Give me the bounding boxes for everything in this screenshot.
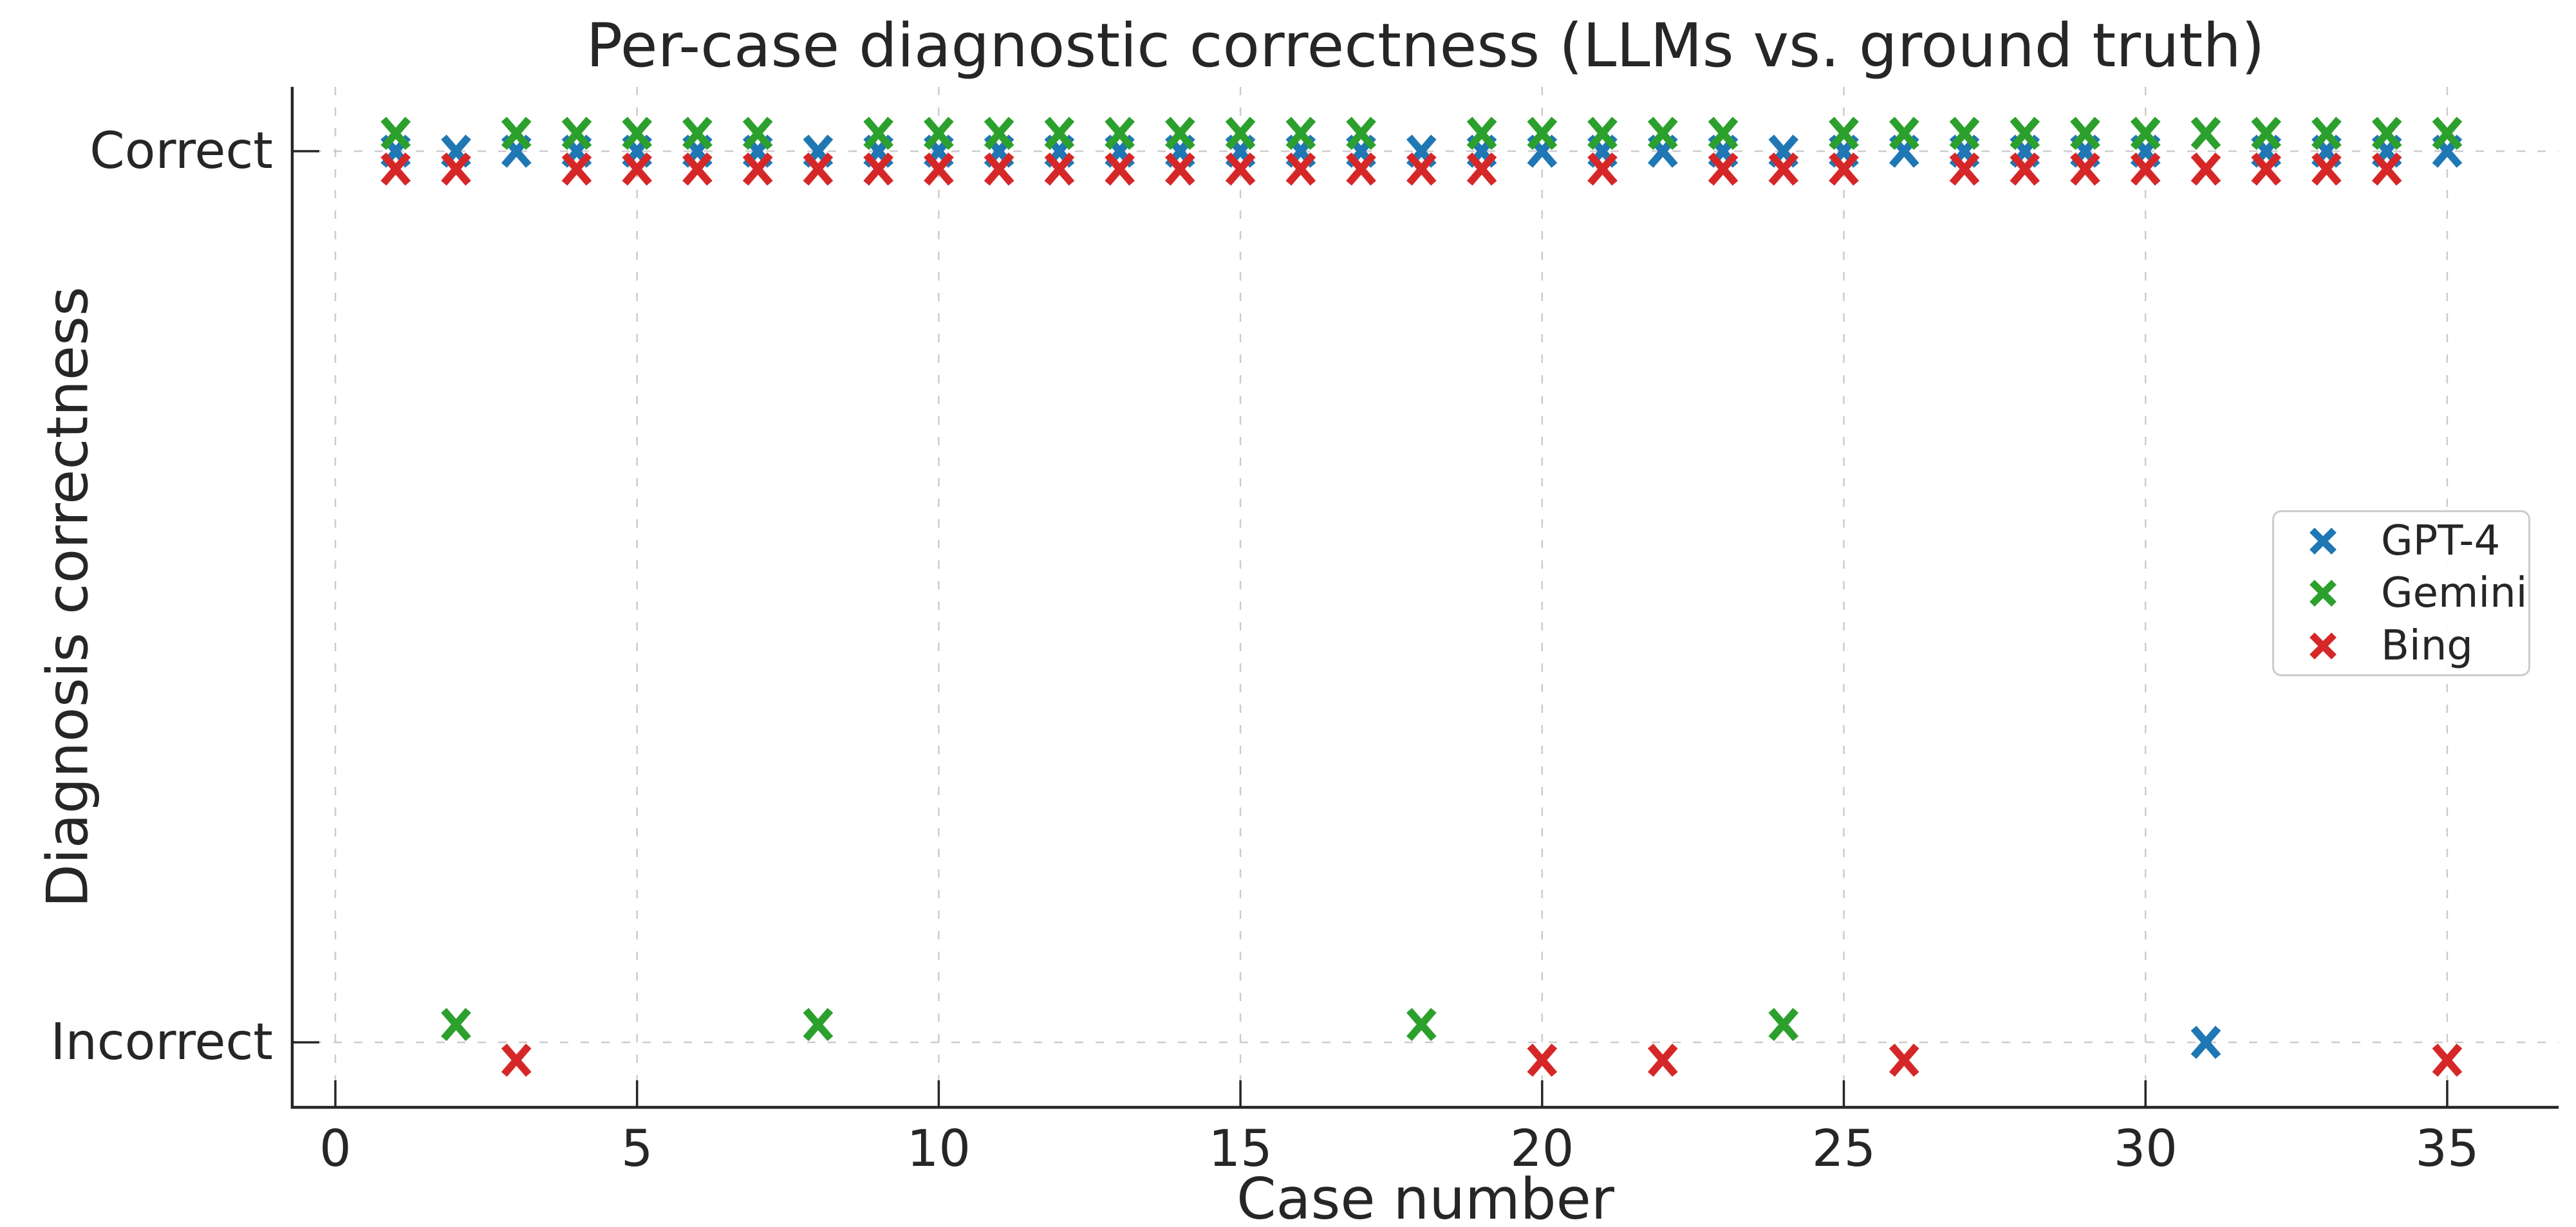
x-marker-icon xyxy=(2310,632,2337,660)
scatter-marker-gemini-case-29 xyxy=(2070,116,2100,151)
x-marker-glyph xyxy=(2310,580,2337,607)
scatter-marker-gemini-case-12 xyxy=(1044,116,1075,151)
scatter-marker-bing-case-23 xyxy=(1708,152,1739,186)
scatter-marker-bing-case-33 xyxy=(2311,152,2342,186)
scatter-marker-gemini-case-33 xyxy=(2311,116,2342,151)
x-tick-label: 0 xyxy=(319,1120,351,1178)
x-tick-label: 35 xyxy=(2415,1120,2479,1178)
scatter-marker-gemini-case-3 xyxy=(501,116,532,151)
scatter-marker-bing-case-22 xyxy=(1647,1043,1678,1077)
scatter-marker-gemini-case-4 xyxy=(561,116,592,151)
scatter-marker-bing-case-19 xyxy=(1466,152,1497,186)
scatter-marker-gemini-case-31 xyxy=(2190,116,2221,151)
scatter-marker-bing-case-25 xyxy=(1829,152,1859,186)
scatter-marker-bing-case-30 xyxy=(2130,152,2161,186)
scatter-marker-bing-case-29 xyxy=(2070,152,2100,186)
scatter-marker-gemini-case-10 xyxy=(924,116,954,151)
scatter-marker-bing-case-24 xyxy=(1768,152,1799,186)
scatter-marker-bing-case-14 xyxy=(1165,152,1195,186)
x-marker-glyph xyxy=(2310,632,2337,660)
scatter-marker-bing-case-28 xyxy=(2010,152,2040,186)
scatter-marker-gemini-case-26 xyxy=(1889,116,1919,151)
scatter-marker-gemini-case-22 xyxy=(1647,116,1678,151)
scatter-marker-bing-case-31 xyxy=(2190,152,2221,186)
chart-title: Per-case diagnostic correctness (LLMs vs… xyxy=(586,11,2265,81)
scatter-marker-bing-case-20 xyxy=(1527,1043,1558,1077)
scatter-marker-gemini-case-5 xyxy=(622,116,653,151)
scatter-marker-bing-case-4 xyxy=(561,152,592,186)
scatter-marker-gemini-case-13 xyxy=(1105,116,1135,151)
x-axis-title: Case number xyxy=(1237,1166,1614,1227)
scatter-marker-gemini-case-30 xyxy=(2130,116,2161,151)
scatter-marker-bing-case-10 xyxy=(924,152,954,186)
legend: GPT-4 Gemini Bing xyxy=(2272,510,2530,676)
x-marker-glyph xyxy=(2310,527,2337,555)
scatter-marker-gemini-case-11 xyxy=(984,116,1014,151)
scatter-marker-gemini-case-7 xyxy=(742,116,773,151)
scatter-marker-bing-case-9 xyxy=(863,152,894,186)
scatter-marker-gemini-case-8 xyxy=(803,1008,834,1042)
scatter-marker-bing-case-18 xyxy=(1406,152,1437,186)
scatter-marker-bing-case-12 xyxy=(1044,152,1075,186)
scatter-marker-gemini-case-34 xyxy=(2371,116,2402,151)
scatter-marker-bing-case-35 xyxy=(2432,1043,2463,1077)
scatter-marker-gemini-case-9 xyxy=(863,116,894,151)
scatter-marker-bing-case-1 xyxy=(380,152,411,186)
scatter-marker-gemini-case-25 xyxy=(1829,116,1859,151)
scatter-marker-bing-case-2 xyxy=(441,152,471,186)
scatter-marker-gemini-case-21 xyxy=(1587,116,1618,151)
scatter-marker-bing-case-26 xyxy=(1889,1043,1919,1077)
x-tick-label: 5 xyxy=(621,1120,653,1178)
scatter-marker-gemini-case-18 xyxy=(1406,1008,1437,1042)
scatter-marker-gpt-4-case-31 xyxy=(2190,1026,2221,1059)
scatter-marker-gemini-case-24 xyxy=(1768,1008,1799,1042)
scatter-marker-gemini-case-19 xyxy=(1466,116,1497,151)
legend-item-gpt4: GPT-4 xyxy=(2308,517,2528,565)
scatter-marker-bing-case-8 xyxy=(803,152,834,186)
scatter-marker-bing-case-13 xyxy=(1105,152,1135,186)
x-tick-label: 30 xyxy=(2114,1120,2178,1178)
scatter-marker-gemini-case-28 xyxy=(2010,116,2040,151)
scatter-marker-gemini-case-20 xyxy=(1527,116,1558,151)
legend-label: Gemini xyxy=(2381,569,2528,617)
scatter-marker-bing-case-17 xyxy=(1346,152,1376,186)
y-tick-label: Correct xyxy=(89,122,273,180)
scatter-marker-gemini-case-15 xyxy=(1225,116,1256,151)
legend-item-bing: Bing xyxy=(2308,622,2528,670)
x-marker-icon xyxy=(2310,580,2337,607)
legend-label: GPT-4 xyxy=(2381,517,2501,565)
scatter-marker-gemini-case-27 xyxy=(1949,116,1980,151)
x-marker-icon xyxy=(2310,527,2337,555)
x-tick-label: 25 xyxy=(1812,1120,1876,1178)
x-tick-label: 10 xyxy=(907,1120,971,1178)
scatter-marker-gemini-case-23 xyxy=(1708,116,1739,151)
scatter-marker-bing-case-11 xyxy=(984,152,1014,186)
scatter-marker-bing-case-6 xyxy=(682,152,713,186)
scatter-marker-bing-case-3 xyxy=(501,1043,532,1077)
x-tick-label: 20 xyxy=(1510,1120,1574,1178)
scatter-marker-gemini-case-1 xyxy=(380,116,411,151)
scatter-marker-gemini-case-14 xyxy=(1165,116,1195,151)
y-tick-label: Incorrect xyxy=(50,1013,273,1071)
scatter-marker-bing-case-21 xyxy=(1587,152,1618,186)
scatter-marker-bing-case-5 xyxy=(622,152,653,186)
legend-label: Bing xyxy=(2381,622,2473,670)
scatter-marker-gemini-case-32 xyxy=(2251,116,2282,151)
scatter-marker-bing-case-32 xyxy=(2251,152,2282,186)
scatter-marker-bing-case-15 xyxy=(1225,152,1256,186)
scatter-marker-gemini-case-2 xyxy=(441,1008,471,1042)
scatter-marker-gemini-case-16 xyxy=(1285,116,1316,151)
x-tick-label: 15 xyxy=(1208,1120,1272,1178)
scatter-marker-bing-case-16 xyxy=(1285,152,1316,186)
scatter-marker-gemini-case-35 xyxy=(2432,116,2463,151)
legend-item-gemini: Gemini xyxy=(2308,569,2528,617)
scatter-marker-bing-case-7 xyxy=(742,152,773,186)
scatter-marker-bing-case-34 xyxy=(2371,152,2402,186)
scatter-marker-gemini-case-6 xyxy=(682,116,713,151)
scatter-marker-bing-case-27 xyxy=(1949,152,1980,186)
scatter-marker-gemini-case-17 xyxy=(1346,116,1376,151)
